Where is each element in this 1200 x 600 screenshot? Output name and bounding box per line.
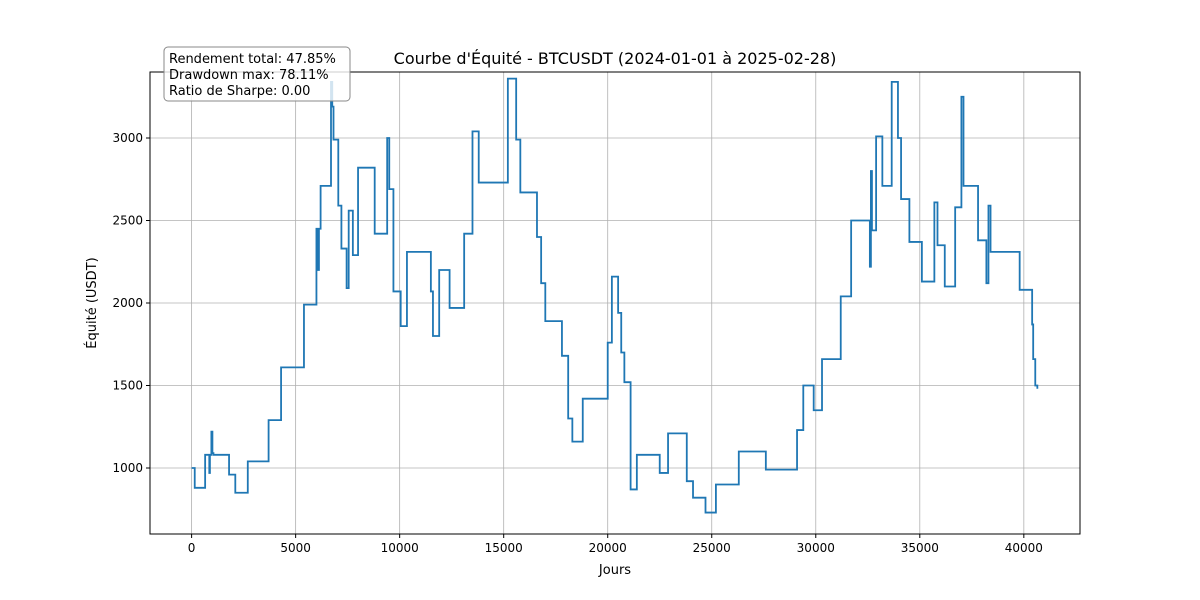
x-tick-label: 30000 xyxy=(797,541,835,555)
stats-total-return: Rendement total: 47.85% xyxy=(169,52,336,67)
y-tick-label: 3000 xyxy=(112,131,143,145)
y-tick-label: 1500 xyxy=(112,379,143,393)
series-layer xyxy=(191,77,1039,514)
y-tick-label: 1000 xyxy=(112,461,143,475)
stats-max-drawdown: Drawdown max: 78.11% xyxy=(169,68,329,83)
y-tick-label: 2000 xyxy=(112,296,143,310)
x-tick-label: 20000 xyxy=(589,541,627,555)
stats-sharpe-ratio: Ratio de Sharpe: 0.00 xyxy=(169,84,310,99)
x-tick-label: 10000 xyxy=(381,541,419,555)
equity-line xyxy=(191,77,1039,514)
y-axis-ticks: 1000 1500 2000 2500 3000 xyxy=(112,131,150,475)
x-axis-ticks: 0 5000 10000 15000 20000 25000 30000 35000 40000 xyxy=(188,534,1043,555)
x-tick-label: 35000 xyxy=(901,541,939,555)
x-tick-label: 15000 xyxy=(485,541,523,555)
stats-box: Rendement total: 47.85% Drawdown max: 78… xyxy=(163,46,351,102)
x-tick-label: 0 xyxy=(188,541,196,555)
y-tick-label: 2500 xyxy=(112,214,143,228)
x-tick-label: 40000 xyxy=(1005,541,1043,555)
chart-title: Courbe d'Équité - BTCUSDT (2024-01-01 à … xyxy=(394,49,837,68)
x-tick-label: 25000 xyxy=(693,541,731,555)
grid-lines xyxy=(150,72,1080,534)
y-axis-label: Équité (USDT) xyxy=(84,257,100,348)
stats-box-frame xyxy=(163,46,351,102)
x-axis-label: Jours xyxy=(598,563,631,578)
x-tick-label: 5000 xyxy=(280,541,311,555)
